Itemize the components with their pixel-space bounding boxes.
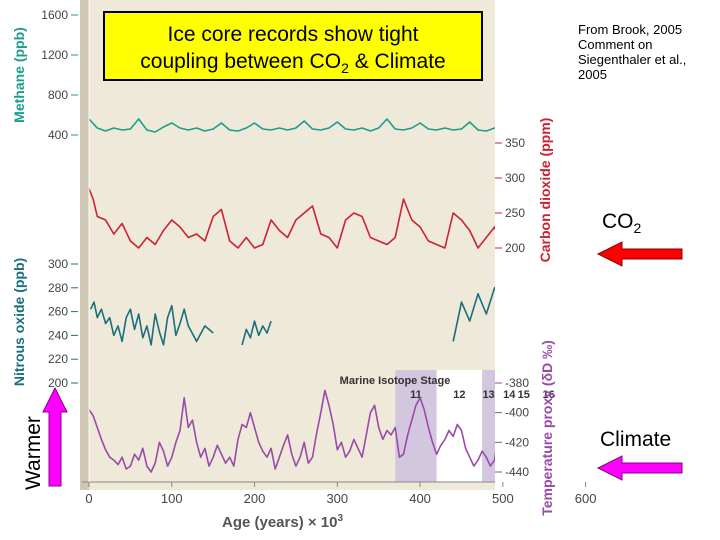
co2-axis-label: Carbon dioxide (ppm) — [537, 118, 553, 263]
isotope-stage-label: 12 — [453, 389, 465, 401]
n2o-tick-label: 240 — [48, 328, 68, 342]
co2-series-line — [88, 188, 495, 249]
x-tick-label: 200 — [244, 491, 266, 506]
x-tick-label: 600 — [575, 491, 597, 506]
n2o-series-line — [241, 320, 272, 346]
temperature-tick-label: -400 — [505, 406, 529, 420]
n2o-tick-label: 280 — [48, 281, 68, 295]
co2-tick-label: 250 — [505, 206, 525, 220]
x-tick-label: 0 — [85, 491, 92, 506]
isotope-stage-label: 15 — [518, 389, 530, 401]
source-citation: From Brook, 2005 Comment on Siegenthaler… — [578, 22, 687, 82]
isotope-stage-band — [436, 370, 483, 482]
methane-axis-label: Methane (ppb) — [11, 27, 27, 123]
x-tick-label: 100 — [161, 491, 183, 506]
warmer-arrow-icon — [42, 386, 68, 487]
methane-tick-label: 800 — [48, 88, 68, 102]
isotope-stage-label: 11 — [410, 389, 422, 401]
n2o-tick-label: 260 — [48, 305, 68, 319]
x-tick-label: 300 — [326, 491, 348, 506]
climate-arrow-icon — [596, 455, 683, 481]
co2-tick-label: 300 — [505, 171, 525, 185]
isotope-stage-band — [482, 370, 495, 482]
temperature-axis-label: Temperature proxy (δD ‰) — [539, 340, 555, 516]
n2o-series-line — [452, 287, 495, 342]
n2o-series-line — [89, 301, 214, 346]
left-grey-band — [80, 0, 89, 490]
co2-arrow-icon — [596, 241, 683, 267]
climate-label: Climate — [600, 428, 672, 451]
co2-tick-label: 200 — [505, 241, 525, 255]
co2-label: CO2 — [602, 210, 642, 237]
title-box: Ice core records show tight coupling bet… — [103, 11, 483, 81]
x-tick-label: 500 — [492, 491, 514, 506]
methane-tick-label: 400 — [48, 128, 68, 142]
temperature-tick-label: -440 — [505, 465, 529, 479]
temperature-tick-label: -420 — [505, 435, 529, 449]
x-tick-label: 400 — [409, 491, 431, 506]
isotope-stage-label: 13 — [482, 389, 494, 401]
methane-tick-label: 1600 — [41, 8, 68, 22]
n2o-tick-label: 300 — [48, 257, 68, 271]
warmer-label: Warmer — [22, 416, 45, 490]
isotope-stage-label: 14 — [503, 389, 516, 401]
x-axis-label: Age (years) × 103 — [222, 513, 343, 531]
isotope-stage-label: 16 — [542, 389, 554, 401]
title-line-1: Ice core records show tight — [167, 23, 419, 46]
n2o-tick-label: 200 — [48, 376, 68, 390]
n2o-axis-label: Nitrous oxide (ppb) — [11, 258, 27, 386]
temperature-tick-label: -380 — [505, 376, 529, 390]
temperature-series-line — [88, 389, 495, 473]
title-line-2: coupling between CO2 & Climate — [140, 50, 446, 77]
co2-tick-label: 350 — [505, 136, 525, 150]
isotope-stage-band — [395, 370, 437, 482]
n2o-tick-label: 220 — [48, 352, 68, 366]
methane-series-line — [88, 118, 495, 133]
isotope-panel-title: Marine Isotope Stage — [340, 375, 451, 387]
methane-tick-label: 1200 — [41, 48, 68, 62]
